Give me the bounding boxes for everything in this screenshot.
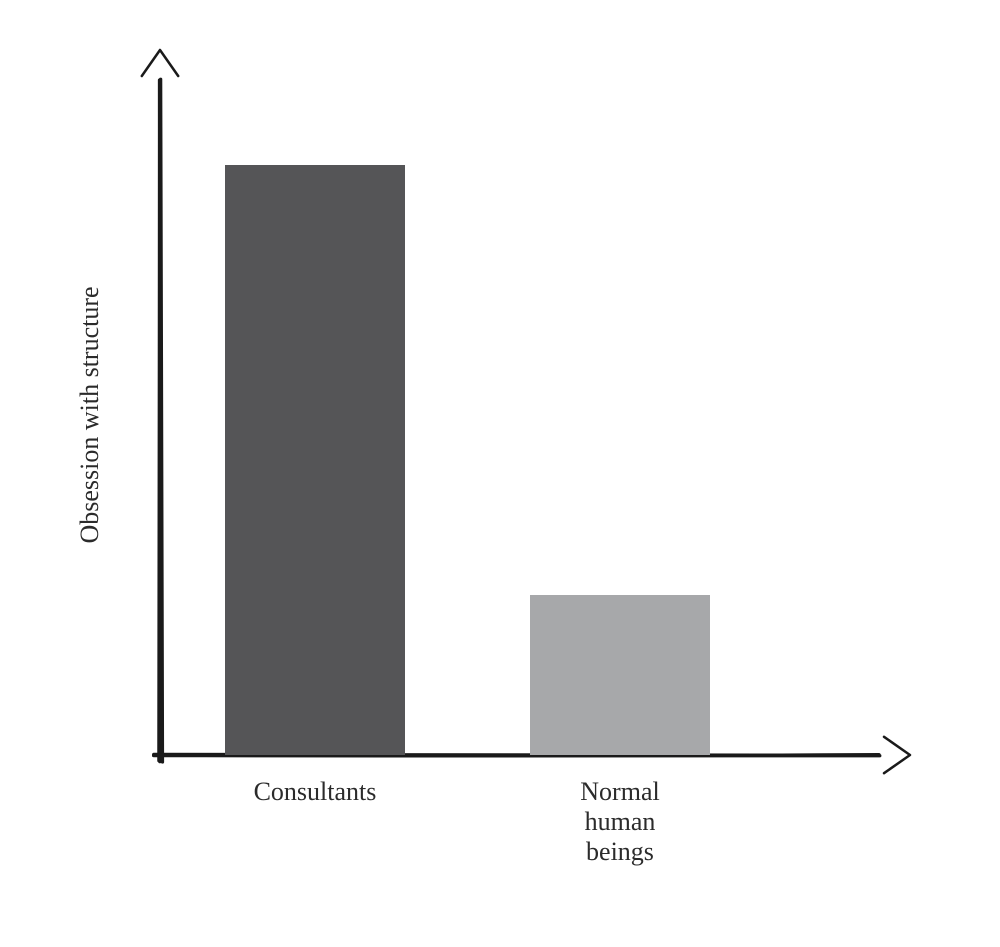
bar-normal-human-beings bbox=[530, 595, 710, 755]
x-label-normal-human-beings: Normalhumanbeings bbox=[510, 777, 730, 867]
bar-consultants bbox=[225, 165, 405, 755]
chart-container: Consultants Normalhumanbeings Obsession … bbox=[0, 0, 1000, 947]
y-axis-sketch bbox=[0, 0, 1000, 947]
y-axis-label: Obsession with structure bbox=[75, 175, 105, 655]
x-label-consultants: Consultants bbox=[205, 777, 425, 807]
